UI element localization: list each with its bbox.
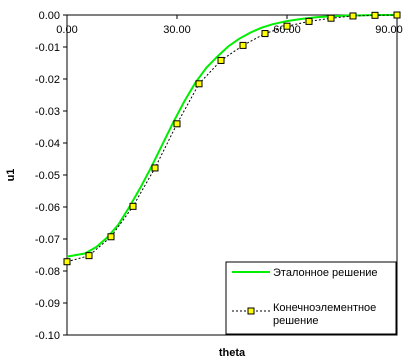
data-point-fem <box>305 17 313 25</box>
series-line-fem <box>66 14 398 263</box>
x-axis-title: theta <box>219 347 246 359</box>
y-tick-label: -0.02 <box>35 74 60 86</box>
y-tick-label: -0.04 <box>35 138 60 150</box>
data-point-fem <box>195 80 203 88</box>
x-tick-label: 60.00 <box>273 24 301 36</box>
data-point-fem <box>371 11 379 19</box>
legend-label-reference: Эталонное решение <box>273 267 378 279</box>
y-tick-label: -0.08 <box>35 266 60 278</box>
y-tick-label: -0.01 <box>35 42 60 54</box>
data-point-fem <box>349 12 357 20</box>
y-tick-label: -0.05 <box>35 170 60 182</box>
y-axis-title: u1 <box>5 169 17 182</box>
legend-label-fem: Конечноэлементное решение <box>273 302 379 327</box>
data-point-fem <box>85 252 93 260</box>
data-point-fem <box>107 233 115 241</box>
legend-marker-fem <box>247 307 255 315</box>
legend: Эталонное решение Конечноэлементное реше… <box>225 261 397 335</box>
data-point-fem <box>261 30 269 38</box>
data-point-fem <box>217 56 225 64</box>
data-point-fem <box>283 22 291 30</box>
data-point-fem <box>239 41 247 49</box>
x-tick-label: 0.00 <box>56 24 77 36</box>
data-point-fem <box>173 120 181 128</box>
series-lines <box>66 14 398 263</box>
legend-label-fem-line2: решение <box>273 315 319 327</box>
y-tick-label: -0.09 <box>35 298 60 310</box>
legend-box <box>225 261 397 335</box>
data-point-fem <box>327 14 335 22</box>
data-point-fem <box>129 202 137 210</box>
x-axis: 0.00 30.00 60.00 90.00 <box>56 15 403 36</box>
y-tick-label: -0.07 <box>35 234 60 246</box>
data-point-fem <box>63 258 71 266</box>
y-axis: 0.00 -0.01 -0.02 -0.03 -0.04 -0.05 -0.06 -0.07 -… <box>35 10 67 342</box>
x-tick-label: 90.00 <box>375 24 403 36</box>
x-tick-label: 30.00 <box>163 24 191 36</box>
y-tick-label: -0.06 <box>35 202 60 214</box>
y-tick-label: -0.03 <box>35 106 60 118</box>
series-line-reference <box>66 14 397 258</box>
legend-label-fem-line1: Конечноэлементное <box>273 302 376 314</box>
data-point-fem <box>393 11 401 19</box>
data-point-fem <box>151 164 159 172</box>
series-markers <box>63 11 401 266</box>
y-tick-label: 0.00 <box>39 10 60 22</box>
y-tick-label: -0.10 <box>35 330 60 342</box>
